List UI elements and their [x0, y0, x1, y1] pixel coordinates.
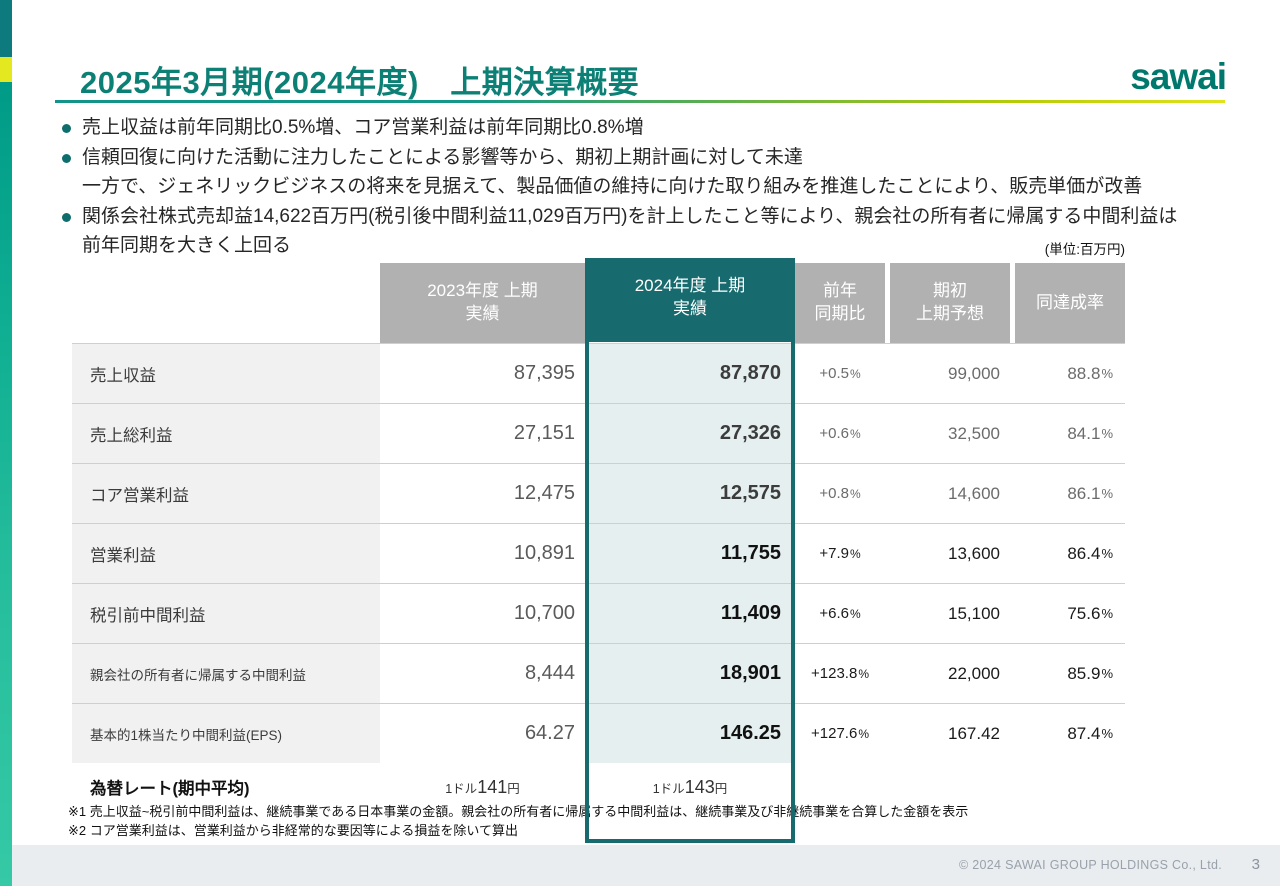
- value-achievement: 85.9%: [1067, 663, 1113, 683]
- unit-note: (単位:百万円): [1044, 242, 1125, 257]
- table-row: コア営業利益 12,475 12,575 +0.8% 14,600 86.1%: [72, 463, 1125, 523]
- header-cell-fy2023: 2023年度 上期 実績: [380, 263, 585, 343]
- table-body: 売上収益 87,395 87,870 +0.5% 99,000 88.8% 売上…: [72, 338, 1125, 843]
- row-label: 基本的1株当たり中間利益(EPS): [72, 704, 380, 763]
- bullet-icon: [62, 153, 71, 163]
- value-achievement: 75.6%: [1067, 603, 1113, 623]
- value-fy2024: 18,901: [585, 644, 795, 703]
- row-label: 税引前中間利益: [72, 584, 380, 643]
- bullet-item: 信頼回復に向けた活動に注力したことによる影響等から、期初上期計画に対して未達: [58, 143, 1248, 173]
- copyright-text: © 2024 SAWAI GROUP HOLDINGS Co., Ltd.: [959, 858, 1222, 872]
- value-fy2023: 10,700: [513, 602, 575, 624]
- page-title: 2025年3月期(2024年度) 上期決算概要: [80, 65, 640, 100]
- value-fy2023: 8,444: [524, 662, 575, 684]
- bullet-text: 関係会社株式売却益14,622百万円(税引後中間利益11,029百万円)を計上し…: [82, 205, 1178, 227]
- row-label: 営業利益: [72, 524, 380, 583]
- value-achievement: 86.1%: [1067, 483, 1113, 503]
- value-fy2023: 87,395: [513, 362, 575, 384]
- value-forecast: 15,100: [948, 603, 1000, 623]
- value-yoy: +123.8%: [811, 665, 869, 682]
- row-label: 売上総利益: [72, 404, 380, 463]
- table-header-row: 2023年度 上期 実績 2024年度 上期 実績 前年 同期比 期初 上期予想…: [72, 258, 1125, 343]
- header-cell-forecast: 期初 上期予想: [890, 263, 1010, 343]
- footnote-1: ※1 売上収益~税引前中間利益は、継続事業である日本事業の金額。親会社の所有者に…: [68, 804, 969, 819]
- table-row: 営業利益 10,891 11,755 +7.9% 13,600 86.4%: [72, 523, 1125, 583]
- accent-bar-teal-segment: [0, 82, 12, 886]
- sawai-logo: sawai: [1130, 56, 1227, 97]
- header-cell-yoy: 前年 同期比: [795, 263, 885, 343]
- value-forecast: 32,500: [948, 423, 1000, 443]
- bullet-item: 関係会社株式売却益14,622百万円(税引後中間利益11,029百万円)を計上し…: [58, 202, 1248, 232]
- value-yoy: +6.6%: [819, 605, 861, 622]
- table-row: 売上収益 87,395 87,870 +0.5% 99,000 88.8%: [72, 343, 1125, 403]
- row-label: 売上収益: [72, 344, 380, 403]
- accent-bar-yellow-segment: [0, 57, 12, 82]
- value-forecast: 22,000: [948, 663, 1000, 683]
- accent-bar-dark-segment: [0, 0, 12, 57]
- value-fy2024: 11,409: [585, 584, 795, 643]
- value-achievement: 88.8%: [1067, 363, 1113, 383]
- table-row: 税引前中間利益 10,700 11,409 +6.6% 15,100 75.6%: [72, 583, 1125, 643]
- exchange-rate-label: 為替レート(期中平均): [90, 780, 250, 798]
- value-yoy: +127.6%: [811, 725, 869, 742]
- bullet-text: 売上収益は前年同期比0.5%増、コア営業利益は前年同期比0.8%増: [82, 117, 644, 138]
- value-forecast: 99,000: [948, 363, 1000, 383]
- value-fy2024: 87,870: [585, 344, 795, 403]
- value-fy2024: 12,575: [585, 464, 795, 523]
- value-fy2024: 11,755: [585, 524, 795, 583]
- bullet-text: 信頼回復に向けた活動に注力したことによる影響等から、期初上期計画に対して未達: [82, 146, 803, 168]
- value-forecast: 13,600: [948, 543, 1000, 563]
- header-cell-achievement: 同達成率: [1015, 263, 1125, 343]
- header-cell-fy2024-highlighted: 2024年度 上期 実績: [585, 258, 795, 338]
- header-cell-empty: [72, 263, 380, 343]
- value-yoy: +7.9%: [819, 545, 861, 562]
- exchange-rate-fy2024: 1ドル 143 円: [652, 776, 728, 797]
- accent-bar: [0, 0, 12, 886]
- footer-bar: © 2024 SAWAI GROUP HOLDINGS Co., Ltd. 3: [12, 845, 1280, 886]
- value-fy2023: 27,151: [513, 422, 575, 444]
- exchange-rate-row: 為替レート(期中平均) 1ドル 141 円 1ドル 143 円: [72, 770, 1125, 804]
- exchange-rate-fy2023: 1ドル 141 円: [445, 776, 520, 797]
- footnote-2: ※2 コア営業利益は、営業利益から非経常的な要因等による損益を除いて算出: [68, 822, 518, 838]
- page-number: 3: [1251, 856, 1260, 873]
- row-label: コア営業利益: [72, 464, 380, 523]
- bullet-icon: [62, 212, 71, 222]
- value-fy2023: 12,475: [513, 482, 575, 504]
- row-label: 親会社の所有者に帰属する中間利益: [72, 644, 380, 703]
- summary-bullets: 売上収益は前年同期比0.5%増、コア営業利益は前年同期比0.8%増 信頼回復に向…: [58, 113, 1248, 261]
- value-yoy: +0.6%: [819, 425, 861, 442]
- value-yoy: +0.8%: [819, 485, 861, 502]
- value-fy2023: 10,891: [513, 542, 575, 564]
- value-fy2023: 64.27: [524, 722, 575, 744]
- value-yoy: +0.5%: [819, 365, 861, 382]
- title-underline: [55, 100, 1225, 103]
- table-row: 基本的1株当たり中間利益(EPS) 64.27 146.25 +127.6% 1…: [72, 703, 1125, 763]
- bullet-text-continued: 一方で、ジェネリックビジネスの将来を見据えて、製品価値の維持に向けた取り組みを推…: [82, 176, 1143, 197]
- bullet-icon: [62, 124, 71, 133]
- value-fy2024: 146.25: [585, 704, 795, 763]
- bullet-item: 売上収益は前年同期比0.5%増、コア営業利益は前年同期比0.8%増: [58, 113, 1248, 143]
- footnotes: ※1 売上収益~税引前中間利益は、継続事業である日本事業の金額。親会社の所有者に…: [68, 803, 968, 840]
- value-forecast: 14,600: [948, 483, 1000, 503]
- table-row: 親会社の所有者に帰属する中間利益 8,444 18,901 +123.8% 22…: [72, 643, 1125, 703]
- results-table: 2023年度 上期 実績 2024年度 上期 実績 前年 同期比 期初 上期予想…: [72, 258, 1125, 843]
- value-achievement: 84.1%: [1067, 423, 1113, 443]
- bullet-text-continued: 前年同期を大きく上回る: [82, 235, 292, 256]
- value-achievement: 87.4%: [1067, 723, 1113, 743]
- value-fy2024: 27,326: [585, 404, 795, 463]
- table-row: 売上総利益 27,151 27,326 +0.6% 32,500 84.1%: [72, 403, 1125, 463]
- value-forecast: 167.42: [948, 723, 1000, 743]
- value-achievement: 86.4%: [1067, 543, 1113, 563]
